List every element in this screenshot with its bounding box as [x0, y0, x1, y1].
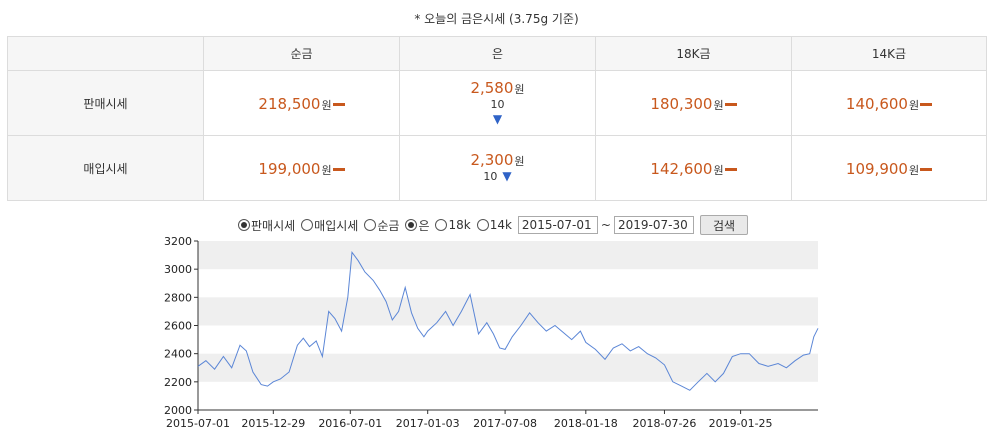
- price-table: 순금 은 18K금 14K금 판매시세 218,500원 2,580원 10 ▼…: [7, 36, 987, 201]
- price-cell: 199,000원: [203, 135, 400, 201]
- price-value: 199,000: [258, 159, 321, 178]
- radio-metal-gold[interactable]: 순금: [364, 217, 399, 234]
- radio-metal-silver[interactable]: 은: [405, 217, 429, 234]
- price-cell: 2,300원 10 ▼: [399, 135, 596, 201]
- price-value: 140,600: [845, 94, 908, 113]
- radio-label: 매입시세: [314, 218, 359, 233]
- radio-label: 은: [418, 218, 430, 233]
- price-cell: 218,500원: [203, 70, 400, 136]
- x-tick-label: 2018-07-26: [632, 417, 696, 430]
- x-tick-label: 2015-12-29: [241, 417, 305, 430]
- price-cell: 140,600원: [791, 70, 987, 136]
- x-tick-label: 2017-01-03: [396, 417, 460, 430]
- price-value: 180,300: [650, 94, 713, 113]
- table-row: 판매시세 218,500원 2,580원 10 ▼ 180,300원 140,6…: [7, 70, 987, 136]
- price-cell: 142,600원: [595, 135, 792, 201]
- date-separator: ~: [600, 218, 611, 232]
- unit-label: 원: [908, 163, 920, 177]
- no-change-icon: [920, 167, 933, 171]
- no-change-icon: [920, 102, 933, 106]
- price-value: 142,600: [650, 159, 713, 178]
- chart-filter-form: 판매시세 매입시세 순금 은 18k 14k ~ 검색: [238, 214, 749, 236]
- y-tick-label: 2200: [164, 376, 192, 389]
- y-tick-label: 3200: [164, 235, 192, 248]
- radio-label: 순금: [377, 218, 400, 233]
- unit-label: 원: [713, 98, 724, 112]
- radio-metal-14k[interactable]: 14k: [476, 218, 512, 232]
- x-tick-label: 2016-07-01: [318, 417, 382, 430]
- price-value: 2,300: [470, 151, 514, 169]
- radio-label: 14k: [489, 218, 512, 232]
- radio-dot[interactable]: [435, 219, 448, 231]
- radio-dot[interactable]: [476, 219, 489, 231]
- no-change-icon: [332, 102, 345, 106]
- unit-label: 원: [713, 163, 724, 177]
- y-tick-label: 2600: [164, 320, 192, 333]
- row-label: 매입시세: [7, 135, 204, 201]
- radio-price-type-buy[interactable]: 매입시세: [301, 217, 358, 234]
- no-change-icon: [724, 167, 737, 171]
- no-change-icon: [332, 167, 345, 171]
- grid-band: [198, 353, 818, 382]
- radio-dot[interactable]: [238, 219, 250, 231]
- x-tick-label: 2017-07-08: [473, 417, 537, 430]
- table-header-row: 순금 은 18K금 14K금: [7, 36, 987, 71]
- price-value: 218,500: [258, 94, 321, 113]
- radio-label: 18k: [448, 218, 471, 232]
- radio-price-type-sell[interactable]: 판매시세: [238, 217, 295, 234]
- radio-dot[interactable]: [405, 219, 418, 231]
- down-arrow-icon: ▼: [502, 169, 512, 183]
- column-header: 18K금: [595, 36, 792, 71]
- y-tick-label: 3000: [164, 263, 192, 276]
- no-change-icon: [724, 102, 737, 106]
- start-date-input[interactable]: [517, 216, 598, 234]
- x-tick-label: 2019-01-25: [709, 417, 773, 430]
- unit-label: 원: [321, 163, 332, 177]
- end-date-input[interactable]: [613, 216, 694, 234]
- unit-label: 원: [514, 155, 525, 168]
- page-title: * 오늘의 금은시세 (3.75g 기준): [414, 12, 579, 26]
- y-tick-label: 2800: [164, 291, 192, 304]
- radio-metal-18k[interactable]: 18k: [435, 218, 471, 232]
- unit-label: 원: [514, 82, 525, 96]
- price-value: 2,580: [470, 78, 514, 97]
- radio-dot[interactable]: [364, 219, 377, 231]
- unit-label: 원: [321, 98, 332, 112]
- price-cell: 180,300원: [595, 70, 792, 136]
- change-value: 10: [483, 170, 498, 183]
- y-tick-label: 2000: [164, 404, 192, 417]
- grid-band: [198, 241, 818, 270]
- change-value: 10: [490, 97, 505, 111]
- table-row: 매입시세 199,000원 2,300원 10 ▼ 142,600원 109,9…: [7, 135, 987, 201]
- x-tick-label: 2018-01-18: [554, 417, 618, 430]
- price-cell: 2,580원 10 ▼: [399, 70, 596, 136]
- radio-label: 판매시세: [251, 218, 296, 233]
- unit-label: 원: [908, 98, 920, 112]
- price-cell: 109,900원: [791, 135, 987, 201]
- radio-dot[interactable]: [301, 219, 314, 231]
- x-tick-label: 2015-07-01: [166, 417, 230, 430]
- series-line: [197, 250, 819, 391]
- y-tick-label: 2400: [164, 348, 192, 361]
- search-button[interactable]: 검색: [699, 215, 749, 235]
- column-header: 14K금: [791, 36, 987, 71]
- row-label: 판매시세: [7, 70, 204, 136]
- down-arrow-icon: ▼: [492, 111, 503, 126]
- grid-band: [198, 297, 818, 326]
- price-value: 109,900: [845, 159, 908, 178]
